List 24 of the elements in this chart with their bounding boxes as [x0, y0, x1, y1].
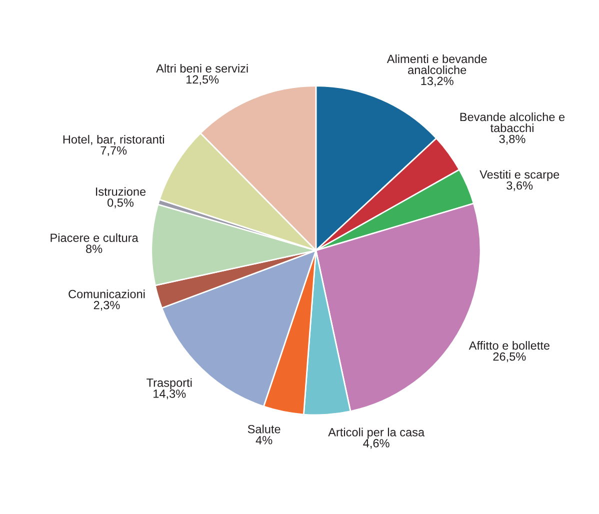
- slice-label: Trasporti: [146, 378, 192, 390]
- data-label: 3,8%: [499, 134, 526, 145]
- data-label: 8%: [86, 244, 102, 254]
- slice-label: Alimenti e bevande analcoliche: [386, 54, 487, 74]
- data-label: 0,5%: [108, 198, 134, 208]
- slice-label: Istruzione: [96, 187, 146, 196]
- slice-label: Piacere e cultura: [50, 233, 138, 242]
- slice-label: Articoli per la casa: [328, 428, 425, 439]
- data-label: 14,3%: [154, 390, 186, 400]
- data-label: 2,3%: [94, 300, 120, 311]
- slice-label: Altri beni e servizi: [156, 64, 248, 73]
- data-label: 12,5%: [186, 75, 219, 86]
- slice-label: Comunicazioni: [68, 290, 145, 298]
- slice-label: Affitto e bollette: [468, 341, 550, 350]
- data-label: 13,2%: [421, 76, 454, 87]
- data-label: 4%: [256, 436, 272, 444]
- data-label: 26,5%: [493, 352, 526, 362]
- slice-label: Salute: [248, 424, 280, 434]
- data-label: 7,7%: [100, 146, 127, 156]
- data-label: 3,6%: [506, 181, 533, 192]
- slice-label: Vestiti e scarpe: [480, 170, 560, 182]
- slice-label: Hotel, bar, ristoranti: [63, 134, 164, 146]
- slice-label: Bevande alcoliche e tabacchi: [460, 112, 565, 132]
- data-label: 4,6%: [363, 439, 390, 449]
